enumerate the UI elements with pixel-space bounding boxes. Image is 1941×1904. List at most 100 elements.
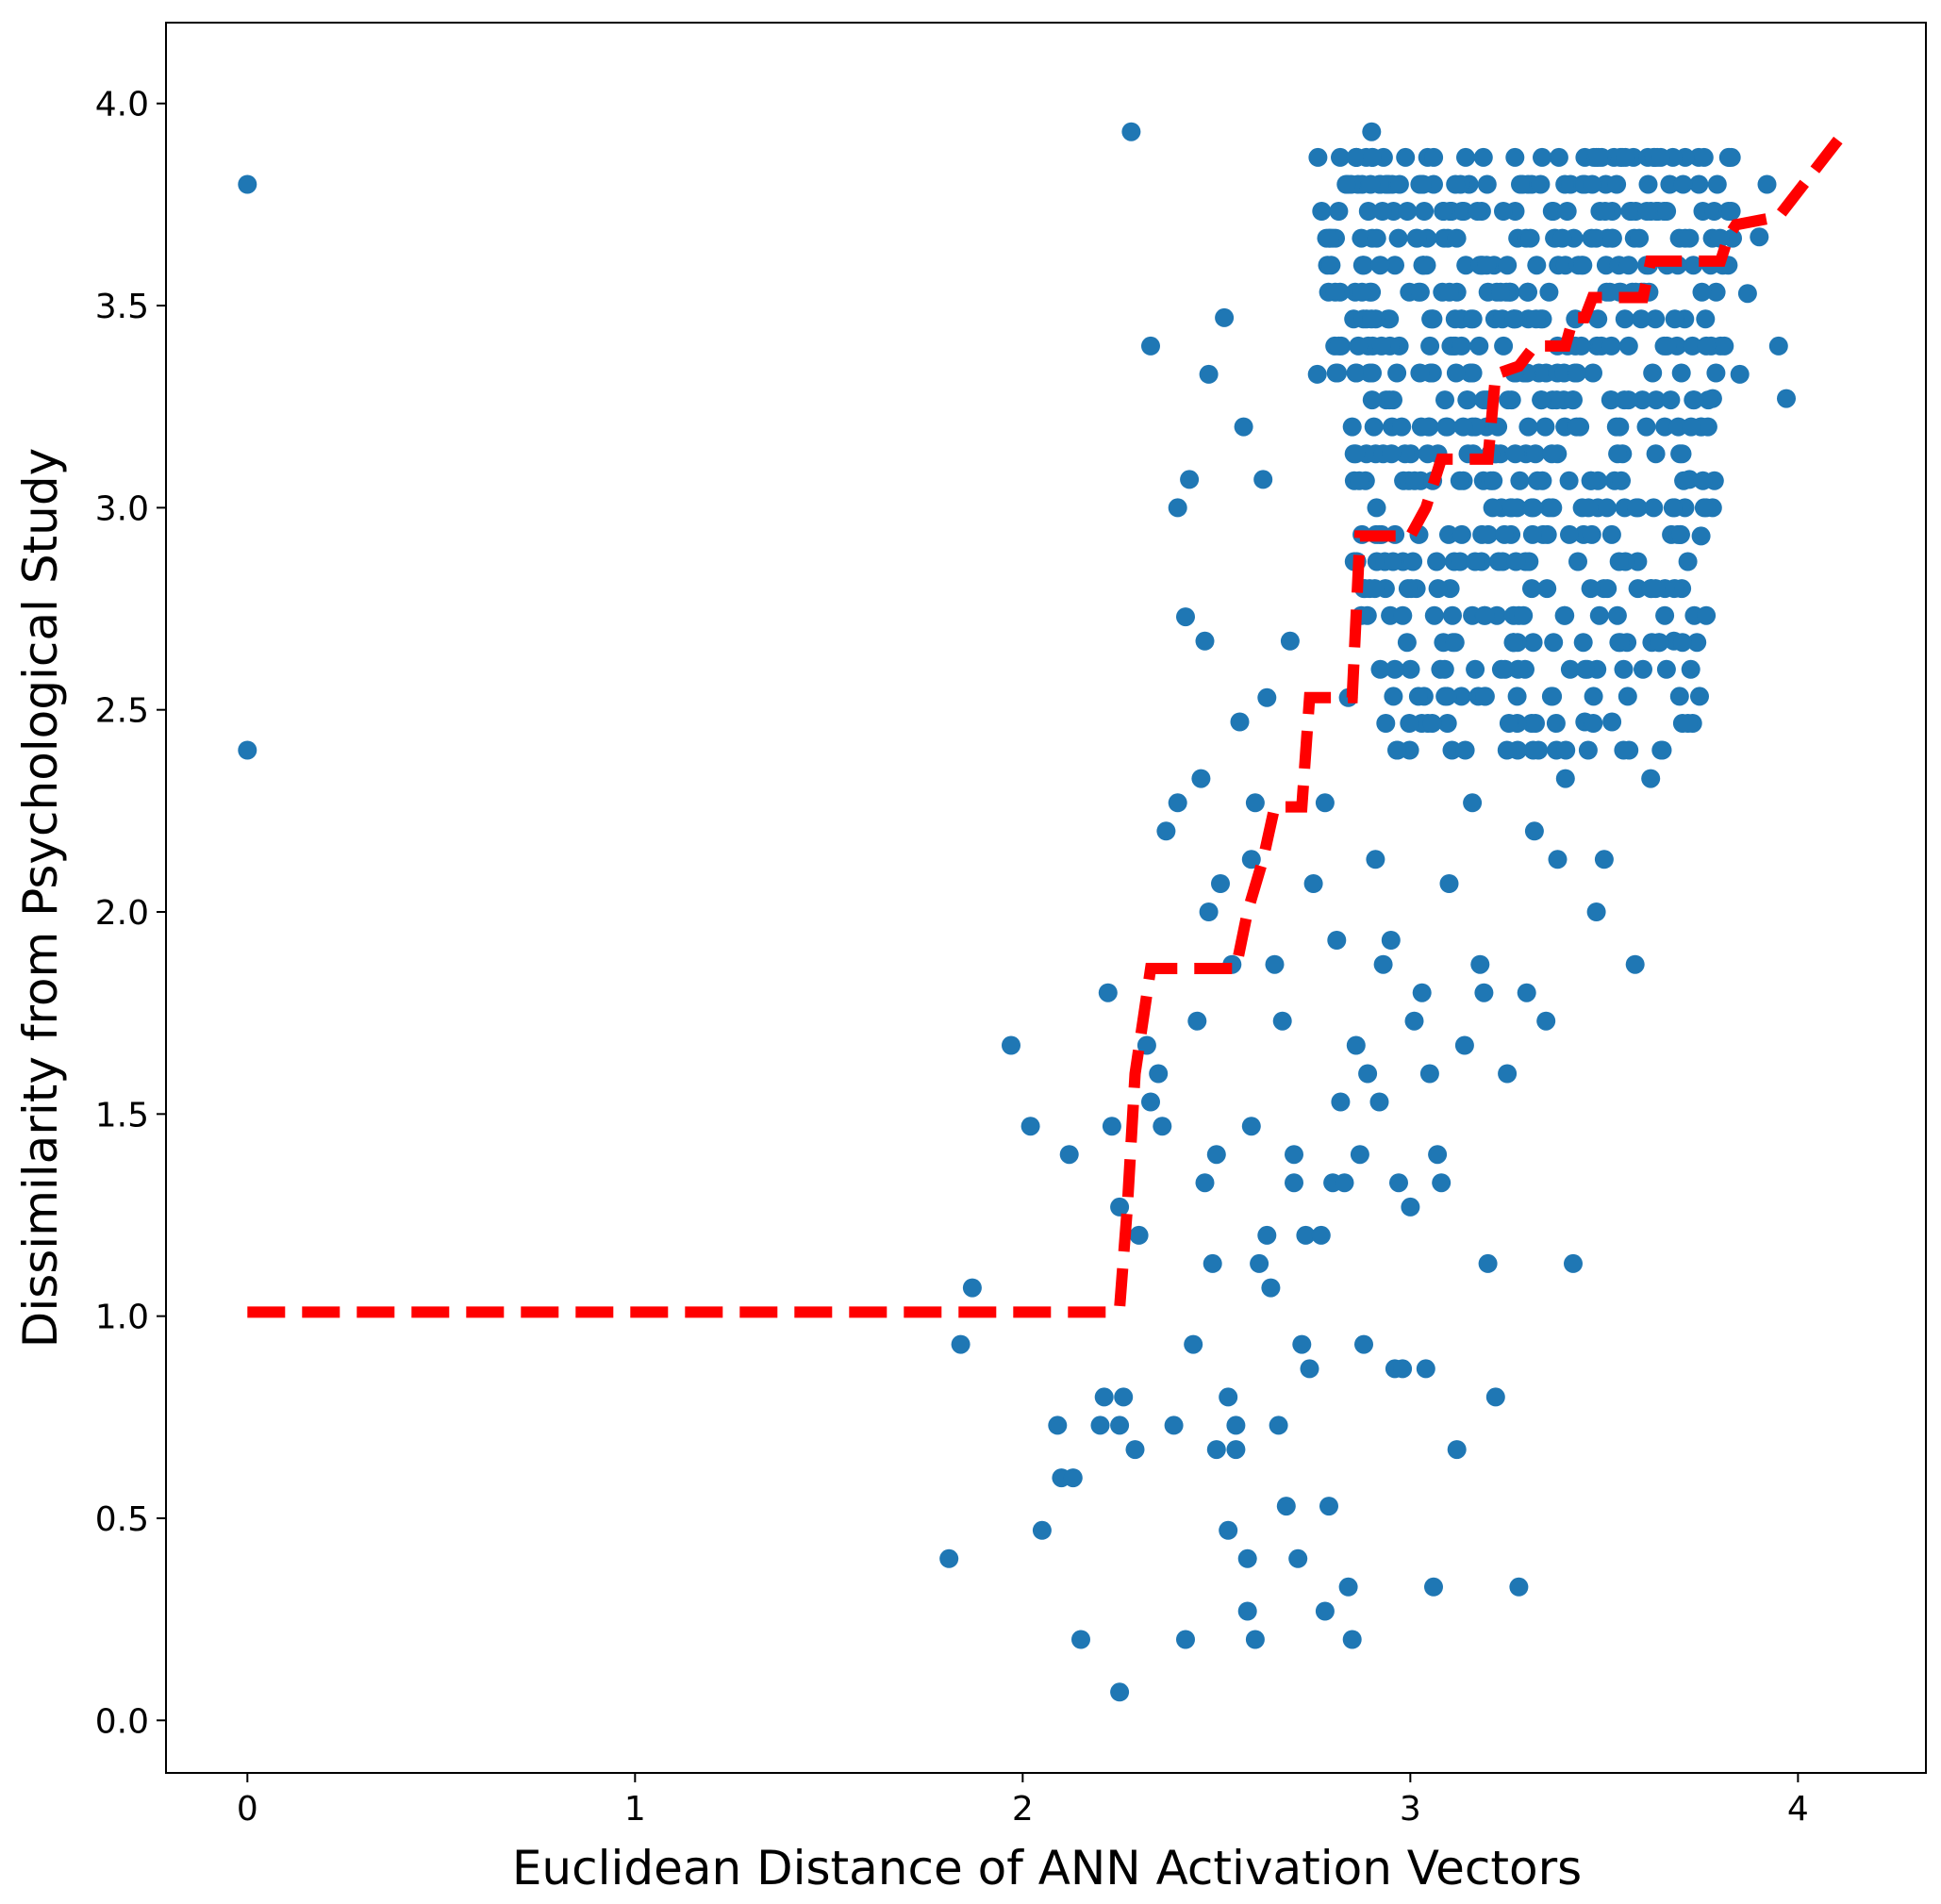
scatter-point	[1393, 1359, 1413, 1379]
scatter-point	[1176, 1630, 1195, 1649]
scatter-point	[1373, 954, 1393, 974]
scatter-point	[1673, 174, 1693, 194]
scatter-point	[1102, 1117, 1121, 1136]
scatter-point	[1435, 390, 1454, 410]
scatter-point	[1615, 309, 1634, 329]
scatter-point	[1680, 228, 1700, 248]
scatter-point	[1583, 174, 1602, 194]
scatter-point	[1424, 605, 1444, 625]
scatter-point	[1110, 1416, 1130, 1435]
scatter-point	[1311, 1225, 1331, 1245]
scatter-point	[1203, 1253, 1222, 1273]
scatter-point	[1342, 417, 1362, 437]
scatter-point	[1184, 1334, 1203, 1354]
scatter-point	[1371, 336, 1391, 356]
scatter-point	[1559, 471, 1579, 490]
scatter-point	[1416, 1359, 1435, 1379]
scatter-point	[1346, 1035, 1366, 1055]
scatter-point	[1557, 202, 1577, 221]
scatter-point	[1446, 174, 1466, 194]
scatter-point	[1692, 282, 1712, 302]
scatter-point	[1697, 336, 1717, 356]
scatter-point	[1518, 282, 1537, 302]
scatter-point	[1495, 524, 1515, 544]
scatter-point	[1436, 417, 1456, 437]
scatter-point	[1098, 983, 1118, 1002]
scatter-point	[1329, 336, 1349, 356]
scatter-point	[1672, 633, 1692, 653]
scatter-point	[1498, 256, 1518, 275]
scatter-point	[1543, 202, 1563, 221]
scatter-point	[1149, 1064, 1169, 1084]
y-tick-label: 0.0	[95, 1702, 149, 1741]
scatter-point	[1384, 552, 1402, 571]
scatter-point	[1706, 363, 1726, 383]
scatter-point	[1527, 256, 1547, 275]
scatter-point	[1367, 498, 1386, 518]
scatter-point	[1564, 1253, 1583, 1273]
scatter-point	[1463, 309, 1483, 329]
scatter-point	[1508, 659, 1528, 679]
scatter-point	[1526, 444, 1545, 464]
scatter-point	[1678, 552, 1698, 571]
scatter-point	[1253, 470, 1273, 489]
scatter-point	[1071, 1630, 1090, 1649]
scatter-point	[1307, 364, 1327, 384]
scatter-point	[1683, 336, 1702, 356]
scatter-point	[1350, 471, 1369, 490]
scatter-point	[1230, 712, 1250, 732]
scatter-point	[1350, 1145, 1369, 1165]
x-axis-label: Euclidean Distance of ANN Activation Vec…	[512, 1841, 1582, 1896]
scatter-point	[1532, 390, 1551, 410]
scatter-point	[1347, 363, 1367, 383]
scatter-point	[1180, 470, 1200, 489]
scatter-point	[1542, 444, 1562, 464]
scatter-point	[1376, 714, 1396, 733]
scatter-point	[1584, 687, 1603, 706]
scatter-point	[1498, 1064, 1518, 1084]
scatter-point	[1285, 1145, 1303, 1165]
scatter-point	[1296, 1225, 1316, 1245]
scatter-point	[1594, 579, 1614, 599]
scatter-point	[1548, 850, 1568, 869]
scatter-point	[1437, 714, 1457, 733]
scatter-point	[1618, 390, 1638, 410]
scatter-point	[1586, 228, 1606, 248]
scatter-point	[1478, 1253, 1498, 1273]
scatter-point	[1721, 147, 1741, 167]
scatter-point	[1358, 202, 1378, 221]
scatter-point	[1470, 954, 1490, 974]
scatter-point	[1241, 850, 1261, 869]
scatter-point	[1422, 714, 1442, 733]
scatter-point	[1625, 954, 1645, 974]
scatter-point	[1362, 122, 1382, 141]
y-tick-label: 2.5	[95, 692, 149, 731]
scatter-point	[1164, 1416, 1184, 1435]
scatter-point	[1245, 1630, 1265, 1649]
scatter-point	[1404, 471, 1424, 490]
scatter-point	[1389, 1173, 1408, 1193]
scatter-point	[1328, 363, 1348, 383]
scatter-point	[1469, 336, 1489, 356]
scatter-point	[1699, 390, 1718, 410]
scatter-point	[1678, 714, 1698, 733]
scatter-point	[1536, 1011, 1556, 1031]
scatter-point	[1452, 687, 1471, 706]
scatter-point	[1602, 228, 1622, 248]
scatter-point	[1418, 444, 1437, 464]
scatter-point	[1370, 256, 1390, 275]
scatter-point	[1452, 524, 1471, 544]
scatter-point	[1427, 552, 1447, 571]
scatter-point	[238, 174, 257, 194]
scatter-point	[1578, 740, 1598, 760]
scatter-point	[1704, 202, 1724, 221]
scatter-point	[1522, 579, 1541, 599]
scatter-point	[1514, 605, 1534, 625]
scatter-point	[1506, 552, 1526, 571]
scatter-point	[1777, 389, 1796, 408]
scatter-point	[1560, 659, 1580, 679]
y-tick-label: 2.0	[95, 894, 149, 933]
scatter-point	[1382, 444, 1402, 464]
scatter-point	[1522, 524, 1542, 544]
scatter-point	[1452, 336, 1471, 356]
